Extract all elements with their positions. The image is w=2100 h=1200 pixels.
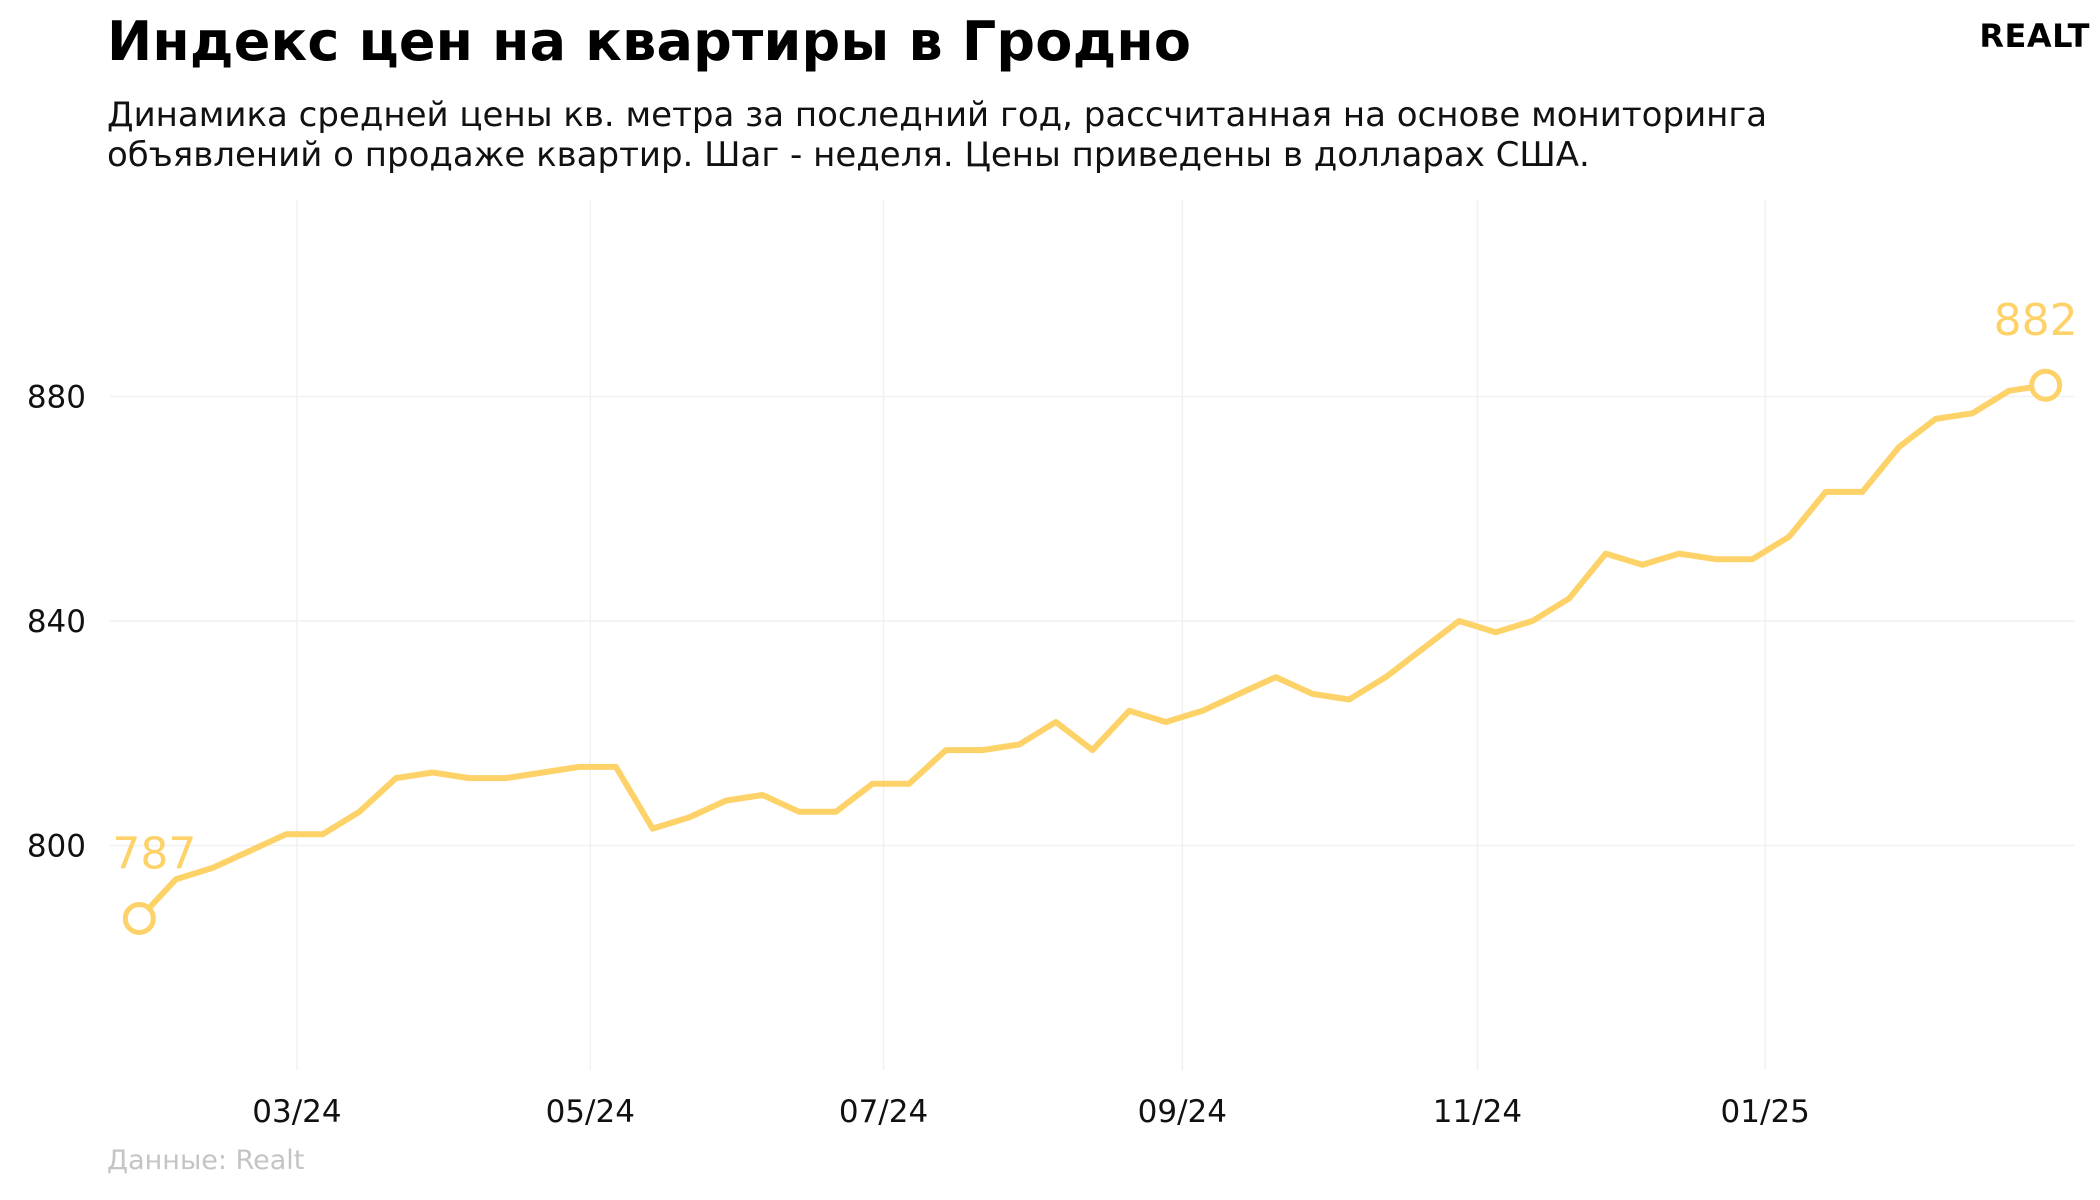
grid-layer — [110, 200, 2075, 1070]
chart-title: Индекс цен на квартиры в Гродно — [107, 10, 1192, 73]
end-point-marker — [2029, 368, 2063, 402]
x-tick-label: 01/25 — [1721, 1094, 1810, 1130]
x-tick-label: 05/24 — [546, 1094, 635, 1130]
series-layer — [136, 382, 2049, 922]
x-tick-label: 09/24 — [1138, 1094, 1227, 1130]
x-axis-ticks: 03/24 05/24 07/24 09/24 11/24 01/25 — [252, 1094, 1810, 1130]
y-axis-ticks: 800 840 880 — [27, 379, 86, 864]
x-tick-label: 03/24 — [252, 1094, 341, 1130]
y-tick-label: 840 — [27, 604, 86, 640]
annotation-layer: 787 882 — [112, 295, 2078, 935]
price-index-line — [136, 382, 2049, 922]
start-value-label: 787 — [112, 828, 196, 879]
realt-logo: REALT — [1979, 17, 2090, 55]
x-tick-label: 07/24 — [839, 1094, 928, 1130]
chart-subtitle: Динамика средней цены кв. метра за после… — [107, 95, 1768, 175]
x-tick-label: 11/24 — [1433, 1094, 1522, 1130]
end-value-label: 882 — [1994, 295, 2078, 346]
y-tick-label: 800 — [27, 828, 86, 864]
data-source-note: Данные: Realt — [107, 1145, 305, 1176]
start-point-marker — [122, 901, 156, 935]
y-tick-label: 880 — [27, 379, 86, 415]
